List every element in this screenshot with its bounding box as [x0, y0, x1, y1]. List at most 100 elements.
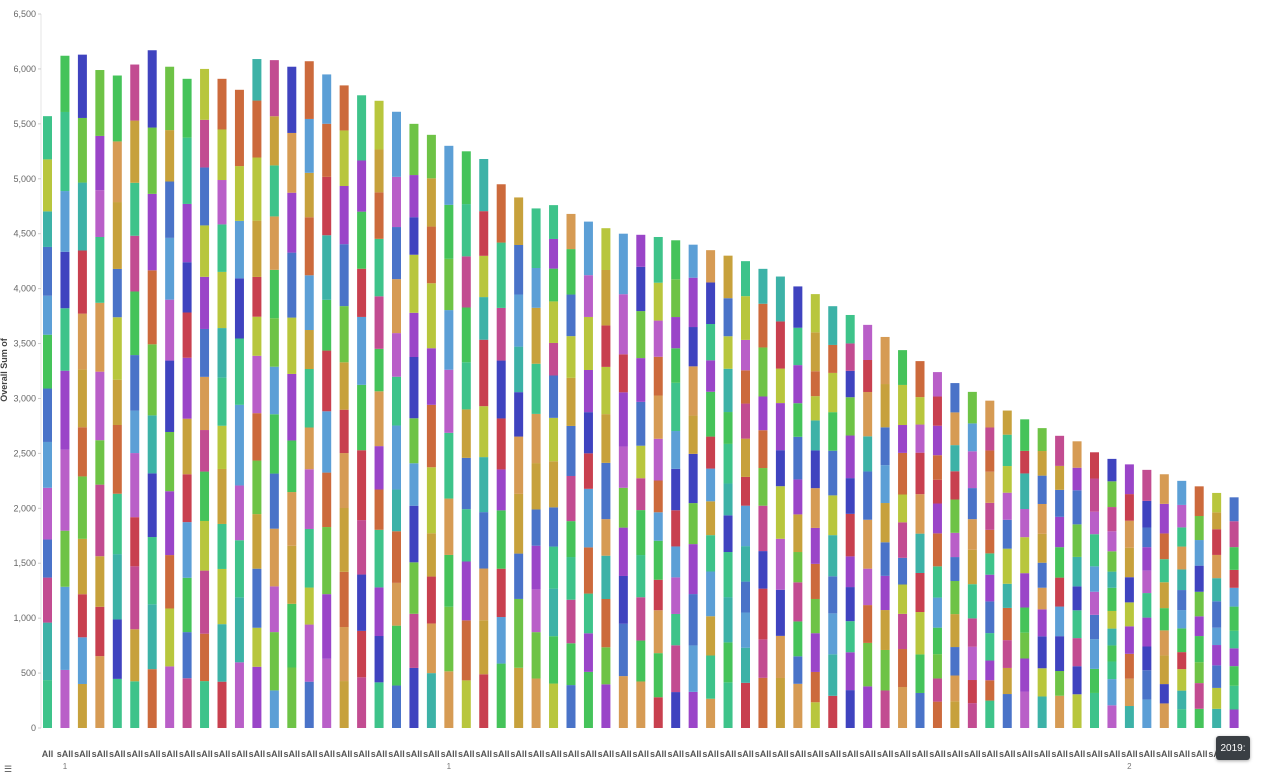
- bar-segment: [880, 336, 890, 385]
- bar-segment: [269, 586, 279, 633]
- bar-segment: [304, 427, 314, 470]
- bar-segment: [1177, 709, 1187, 728]
- x-tick-label: sAll: [842, 749, 859, 759]
- bar-segment: [304, 172, 314, 218]
- bar-segment: [1020, 419, 1030, 451]
- bar-segment: [688, 366, 698, 416]
- bar-segment: [828, 535, 838, 577]
- bar-segment: [514, 553, 524, 599]
- bar-segment: [461, 620, 471, 681]
- bar-segment: [1159, 474, 1169, 504]
- bar-segment: [758, 505, 768, 552]
- bar-segment: [77, 313, 87, 370]
- bar-segment: [723, 336, 733, 369]
- bar-segment: [932, 396, 942, 426]
- bar-segment: [741, 505, 750, 547]
- bar-segment: [77, 369, 87, 428]
- bar-segment: [1020, 537, 1030, 574]
- bar-segment: [566, 294, 576, 337]
- bar-segment: [1002, 434, 1012, 467]
- bar-segment: [461, 307, 471, 363]
- bar-segment: [95, 371, 105, 441]
- bar-segment: [234, 89, 244, 167]
- bar-segment: [793, 327, 803, 366]
- x-tick-label: sAll: [1139, 749, 1156, 759]
- bar-segment: [1142, 570, 1152, 594]
- bar-segment: [1177, 669, 1187, 691]
- bar-segment: [1212, 529, 1222, 555]
- bar-segment: [1212, 554, 1222, 579]
- bar-segment: [1124, 520, 1134, 548]
- bar-segment: [880, 610, 890, 650]
- bar-segment: [549, 683, 559, 728]
- bar-segment: [339, 409, 349, 454]
- x-tick-label: sAll: [1069, 749, 1086, 759]
- bar-segment: [845, 621, 855, 653]
- bar-segment: [374, 636, 384, 683]
- bar-segment: [147, 270, 157, 345]
- bar-segment: [165, 181, 175, 238]
- bar-segment: [636, 311, 646, 359]
- bar-segment: [304, 330, 314, 370]
- bar-segment: [339, 185, 349, 245]
- bar-segment: [1212, 601, 1222, 628]
- bar-segment: [793, 479, 803, 515]
- list-icon[interactable]: ☰: [4, 764, 13, 774]
- bar-segment: [967, 391, 977, 424]
- x-tick-label: sAll: [1016, 749, 1033, 759]
- bar-segment: [1194, 662, 1204, 684]
- bar-segment: [1229, 521, 1239, 548]
- bar-segment: [636, 510, 646, 556]
- bar-segment: [845, 397, 855, 436]
- bar-segment: [950, 581, 960, 615]
- bar-segment: [793, 286, 803, 328]
- x-tick-label: sAll: [912, 749, 929, 759]
- bar-segment: [322, 123, 332, 177]
- bar-segment: [1229, 666, 1239, 686]
- bar-segment: [950, 532, 960, 558]
- bar-segment: [165, 431, 175, 492]
- bar-segment: [304, 369, 314, 428]
- x-tick-label: sAll: [615, 749, 632, 759]
- bar-segment: [374, 192, 384, 239]
- bar-segment: [1107, 610, 1117, 629]
- bar-segment: [880, 542, 890, 576]
- bar-segment: [775, 589, 785, 636]
- bar-segment: [531, 632, 541, 679]
- x-tick-label: sAll: [824, 749, 841, 759]
- x-tick-label: sAll: [231, 749, 248, 759]
- y-tick-label: 5,000: [13, 174, 36, 184]
- bar-segment: [985, 700, 995, 728]
- bar-segment: [200, 471, 210, 521]
- bar-segment: [688, 645, 698, 692]
- bar-segment: [339, 681, 349, 728]
- bar-segment: [845, 343, 855, 371]
- bar-segment: [810, 598, 820, 634]
- bar-segment: [409, 613, 419, 668]
- bar-segment: [1177, 546, 1187, 570]
- bar-segment: [60, 586, 70, 670]
- bar-segment: [1002, 607, 1012, 641]
- bar-segment: [409, 123, 419, 176]
- bar-segment: [741, 612, 750, 648]
- bar-segment: [1124, 706, 1134, 728]
- bar-segment: [1124, 602, 1134, 627]
- bar-segment: [531, 678, 541, 728]
- bar-segment: [461, 457, 471, 510]
- bar-segment: [1072, 524, 1082, 557]
- bar-segment: [1107, 645, 1117, 662]
- bar-segment: [409, 505, 419, 563]
- bar-segment: [1159, 533, 1169, 560]
- bar-segment: [1194, 540, 1204, 566]
- y-axis-title: Overall Sum of: [0, 337, 9, 402]
- bar-segment: [985, 553, 995, 575]
- x-tick-label: sAll: [388, 749, 405, 759]
- bar-segment: [1142, 500, 1152, 528]
- bar-segment: [461, 362, 471, 410]
- bar-segment: [531, 545, 541, 590]
- bar-segment: [147, 193, 157, 271]
- x-tick-label: sAll: [1104, 749, 1121, 759]
- bar-segment: [932, 597, 942, 628]
- bar-segment: [950, 471, 960, 500]
- bar-segment: [898, 522, 908, 558]
